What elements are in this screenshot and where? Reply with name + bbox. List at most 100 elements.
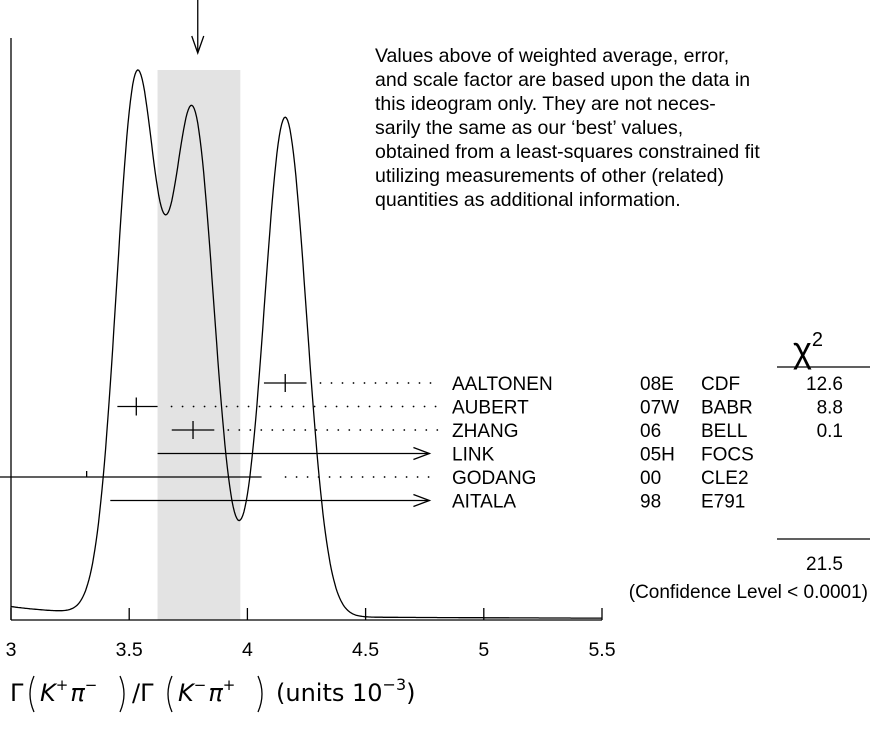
leader-dot (227, 429, 230, 431)
leader-dot (348, 429, 351, 431)
leader-dot (405, 476, 408, 478)
measurement-chi2: 8.8 (817, 398, 843, 419)
leader-dot (392, 429, 395, 431)
leader-dot (295, 476, 298, 478)
leader-dot (416, 476, 419, 478)
x-label-prefix: Γ (10, 679, 24, 707)
leader-dot (317, 476, 320, 478)
leader-dot (372, 476, 375, 478)
measurement-name: LINK (452, 445, 495, 466)
x-tick-label: 3.5 (116, 639, 143, 661)
x-axis-ticks: 3 3.5 4 4.5 5 5.5 (6, 608, 616, 661)
chi2-total: 21.5 (806, 554, 843, 575)
limit-arrow-head (413, 446, 432, 461)
note-line: utilizing measurements of other (related… (375, 165, 724, 187)
leader-dot (368, 405, 371, 408)
measurement-row: AALTONEN 08E CDF 12.6 (263, 374, 843, 395)
leader-dot (352, 382, 355, 384)
leader-dot (304, 429, 307, 431)
ideogram-curve (10, 69, 602, 619)
leader-dot (414, 429, 417, 431)
leader-dot (412, 405, 415, 408)
x-label-slash: /Γ (132, 679, 154, 707)
leader-dot (346, 405, 349, 408)
leader-dot (291, 405, 294, 408)
measurement-row: AUBERT 07W BABR 8.8 (117, 397, 843, 419)
leader-dot (425, 429, 428, 431)
measurement-name: ZHANG (452, 421, 519, 442)
leader-dot (324, 405, 327, 408)
leader-dot (401, 405, 404, 408)
measurement-chi2: 0.1 (817, 421, 843, 442)
leader-dot (330, 382, 333, 384)
measurement-year: 06 (640, 421, 661, 442)
leader-dot (293, 429, 296, 431)
x-label-num: K+π− (40, 676, 97, 707)
x-tick-label: 5 (478, 639, 489, 661)
measurement-experiment: CDF (701, 374, 740, 395)
x-label-units: (units 10−3) (276, 675, 416, 707)
leader-dot (357, 405, 360, 408)
note-line: Values above of weighted average, error, (375, 45, 729, 67)
chi2-header: χ2 (793, 329, 823, 370)
x-tick-label: 3 (6, 639, 17, 661)
measurement-row: LINK 05H FOCS (157, 445, 754, 466)
leader-dot (260, 429, 263, 431)
leader-dot (423, 405, 426, 408)
measurement-row: AITALA 98 E791 (110, 492, 745, 513)
measurement-name: AUBERT (452, 398, 529, 419)
leader-dot (284, 476, 287, 478)
leader-dot (381, 429, 384, 431)
leader-dot (328, 476, 331, 478)
leader-dot (374, 382, 377, 384)
note-line: this ideogram only. They are not neces- (375, 93, 716, 115)
measurement-year: 05H (640, 445, 675, 466)
measurement-experiment: E791 (701, 492, 745, 513)
note-line: sarily the same as our ‘best’ values, (375, 117, 683, 139)
measurement-name: AALTONEN (452, 374, 553, 395)
confidence-level: (Confidence Level < 0.0001) (629, 582, 868, 603)
measurement-experiment: BABR (701, 398, 753, 419)
x-label-den: K−π+ (178, 676, 235, 707)
leader-dot (203, 405, 206, 408)
x-label-paren-left-2 (167, 675, 173, 713)
x-tick-label: 5.5 (588, 639, 615, 661)
leader-dot (282, 429, 285, 431)
leader-dot (350, 476, 353, 478)
measurement-name: AITALA (452, 492, 516, 513)
leader-dot (429, 382, 432, 384)
x-label-paren-left (29, 675, 35, 713)
leader-dot (269, 405, 272, 408)
leader-dot (363, 382, 366, 384)
leader-dot (192, 405, 195, 408)
leader-dot (271, 429, 274, 431)
leader-dot (214, 405, 217, 408)
leader-dot (313, 405, 316, 408)
leader-dot (249, 429, 252, 431)
leader-dot (385, 382, 388, 384)
leader-dot (335, 405, 338, 408)
leader-dot (370, 429, 373, 431)
measurement-experiment: FOCS (701, 445, 754, 466)
leader-dot (225, 405, 228, 408)
leader-dot (306, 476, 309, 478)
leader-dot (403, 429, 406, 431)
note-line: and scale factor are based upon the data… (375, 69, 750, 91)
leader-dot (379, 405, 382, 408)
x-label-paren-right-2 (257, 675, 263, 713)
leader-dot (247, 405, 250, 408)
leader-dot (418, 382, 421, 384)
measurement-chi2: 12.6 (806, 374, 843, 395)
note-text: Values above of weighted average, error,… (375, 45, 760, 211)
leader-dot (319, 382, 322, 384)
leader-dot (238, 429, 241, 431)
measurement-year: 08E (640, 374, 674, 395)
x-tick-label: 4.5 (352, 639, 379, 661)
leader-dot (170, 405, 173, 408)
leader-dot (383, 476, 386, 478)
leader-dot (390, 405, 393, 408)
leader-dot (236, 405, 239, 408)
leader-dot (326, 429, 329, 431)
leader-dot (339, 476, 342, 478)
